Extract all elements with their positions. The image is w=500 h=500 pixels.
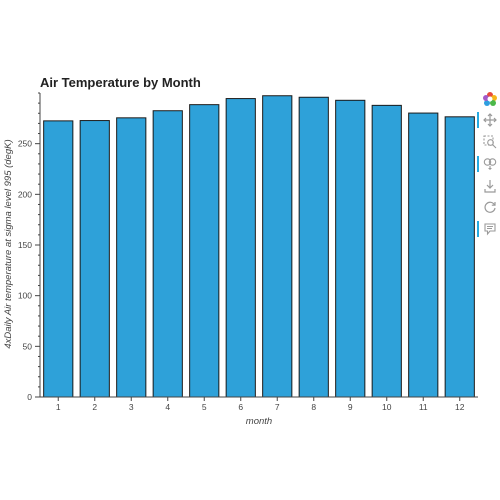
y-tick-label: 150 xyxy=(18,240,32,250)
bar-7 xyxy=(262,95,293,398)
bar-8 xyxy=(298,96,329,398)
bar-3 xyxy=(116,117,147,398)
bar-12 xyxy=(444,116,475,398)
pan-icon[interactable] xyxy=(477,111,500,129)
y-tick-label: 250 xyxy=(18,139,32,149)
y-tick-label: 100 xyxy=(18,291,32,301)
bar-6 xyxy=(225,98,256,398)
x-tick-label: 3 xyxy=(129,402,134,412)
x-tick-label: 2 xyxy=(92,402,97,412)
y-tick-label: 0 xyxy=(27,392,32,402)
save-icon[interactable] xyxy=(480,177,500,195)
bar-5 xyxy=(189,104,220,398)
x-tick-label: 8 xyxy=(311,402,316,412)
x-tick-label: 9 xyxy=(348,402,353,412)
bar-4 xyxy=(152,110,183,398)
bar-11 xyxy=(408,112,439,398)
reset-icon[interactable] xyxy=(480,198,500,216)
x-axis: 1 2 3 4 5 6 7 8 9 10 11 12 xyxy=(40,396,478,412)
bar-9 xyxy=(335,99,366,398)
box-zoom-icon[interactable] xyxy=(480,133,500,151)
bar-2 xyxy=(79,120,110,398)
hover-icon[interactable] xyxy=(477,220,500,238)
wheel-zoom-icon[interactable] xyxy=(477,155,500,173)
y-axis: 0 50 100 150 200 250 xyxy=(18,92,41,402)
x-tick-label: 10 xyxy=(382,402,392,412)
y-tick-label: 200 xyxy=(18,189,32,199)
x-tick-label: 4 xyxy=(165,402,170,412)
x-tick-label: 12 xyxy=(455,402,465,412)
bars xyxy=(43,95,475,398)
bar-10 xyxy=(371,104,402,398)
x-tick-label: 7 xyxy=(275,402,280,412)
x-axis-label: month xyxy=(246,416,272,427)
x-tick-label: 1 xyxy=(56,402,61,412)
x-tick-label: 6 xyxy=(238,402,243,412)
y-tick-label: 50 xyxy=(23,341,33,351)
bar-1 xyxy=(43,120,74,398)
x-tick-label: 11 xyxy=(419,402,428,412)
bokeh-logo-icon[interactable] xyxy=(480,90,500,108)
x-tick-label: 5 xyxy=(202,402,207,412)
chart-title: Air Temperature by Month xyxy=(40,75,201,90)
y-axis-label: 4xDaily Air temperature at sigma level 9… xyxy=(3,139,14,348)
